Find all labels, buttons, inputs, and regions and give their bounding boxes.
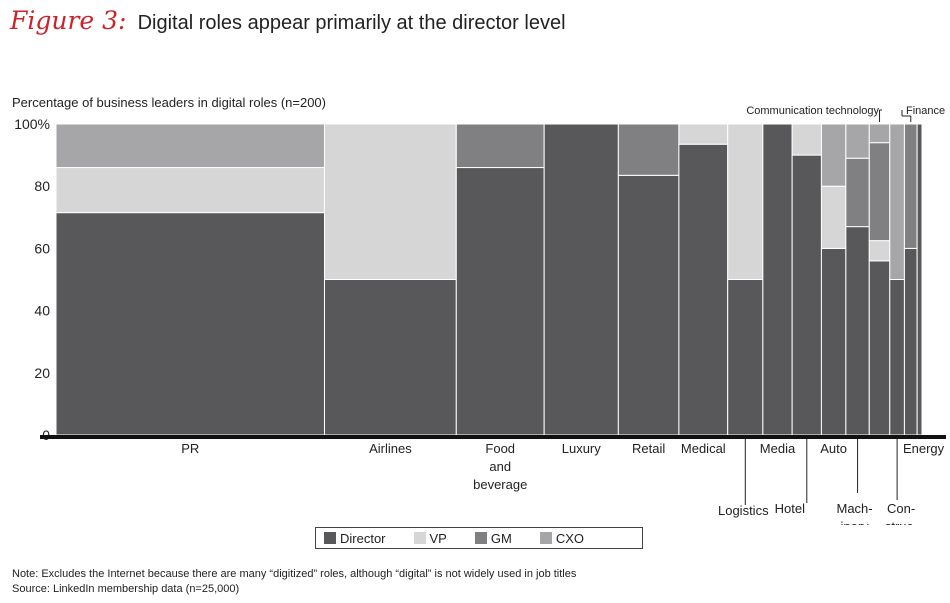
chart-footnotes: Note: Excludes the Internet because ther… [12,567,576,597]
bar-segment [868,123,891,144]
bar-segment [727,123,764,280]
bar-segment [678,143,729,436]
legend-swatch [539,532,552,544]
bar-segment [889,279,905,436]
source-text: Source: LinkedIn membership data (n=25,0… [12,583,240,595]
bar-segment [845,123,870,159]
legend-swatch [324,532,336,544]
x-category-label: Communication technology [746,105,879,117]
legend-item: Director [324,531,386,546]
x-category-label: Retail [632,441,665,456]
bar-segment [323,279,457,436]
bar-segment [455,167,545,436]
legend-label: Director [340,530,386,546]
x-category-label: Airlines [369,441,412,456]
bar-segment [820,247,847,436]
bar-segment [845,157,870,228]
bar-segment [617,174,680,436]
bar-segment [55,212,325,436]
legend-label: GM [490,530,512,546]
bar-segment [791,154,822,436]
bar-segment [903,247,918,436]
bar-segment [889,123,905,280]
legend-item: CXO [539,530,584,546]
bar-segment [323,123,457,280]
legend-item: GM [474,530,512,546]
bar-segment [868,240,891,262]
x-category-label: Mach-inery [837,501,873,525]
legend-label: CXO [555,530,584,546]
legend-swatch [413,532,426,544]
bar-segment [820,185,847,249]
x-category-label: Energy [903,441,945,456]
bar-segment [916,123,923,436]
x-category-label: Hotel [775,501,805,516]
figure-label: Figure 3: [10,6,127,35]
x-category-label: Logistics [718,503,769,518]
x-category-label: Auto [820,441,847,456]
y-axis-label: Percentage of business leaders in digita… [12,95,326,110]
bar-segment [868,142,891,242]
figure-header: Figure 3: Digital roles appear primarily… [10,6,566,35]
bar-segment [455,123,545,169]
bar-segment [727,279,764,436]
chart-title: Digital roles appear primarily at the di… [137,12,566,34]
y-tick-label: 60 [34,240,50,256]
x-category-label: Finance [906,105,945,117]
x-category-label: Luxury [562,441,602,456]
bar-segment [845,226,870,436]
bar-segment [791,123,822,156]
chart-legend: Director VP GM CXO [315,527,643,549]
bar-segment [617,123,680,176]
bar-segment [762,123,793,436]
bar-segment [868,260,891,436]
y-tick-label: 80 [34,178,50,194]
x-category-label: PR [181,441,199,456]
y-tick-label: 100% [14,116,50,132]
bar-segment [903,123,918,249]
bar-segment [55,167,325,214]
y-tick-label: 40 [34,303,50,319]
bar-segment [543,123,619,436]
legend-label: VP [429,530,447,546]
x-category-label: Media [760,441,796,456]
marimekko-chart: Percentage of business leaders in digita… [12,95,946,525]
bar-segment [820,123,847,187]
bar-segment [55,123,325,169]
x-category-label: Con-struc-tion [885,501,918,525]
bar-segment [678,123,729,145]
legend-item: VP [413,530,447,546]
y-tick-label: 20 [34,365,50,381]
note-text: Note: Excludes the Internet because ther… [12,568,577,580]
x-axis-baseline [40,435,946,439]
x-category-label: Food and beverage [473,441,527,492]
legend-swatch [474,532,487,544]
x-category-label: Medical [681,441,726,456]
